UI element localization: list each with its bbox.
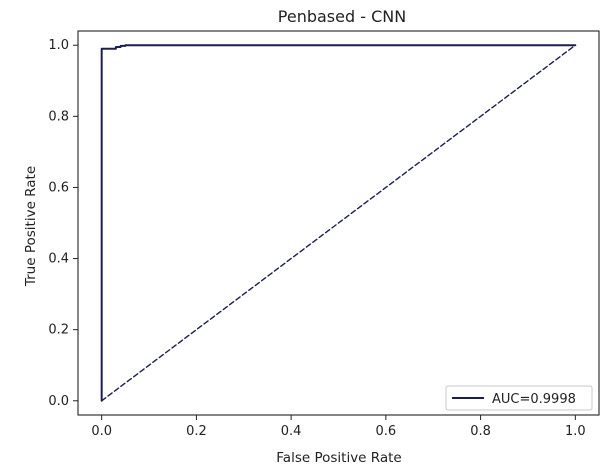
x-tick-label: 0.6 bbox=[376, 424, 397, 439]
legend-label: AUC=0.9998 bbox=[492, 392, 576, 407]
x-axis: 0.0 0.2 0.4 0.6 0.8 1.0 bbox=[91, 415, 586, 439]
y-tick-label: 1.0 bbox=[48, 38, 69, 53]
chart-title: Penbased - CNN bbox=[278, 7, 406, 26]
y-axis-label: True Positive Rate bbox=[23, 166, 39, 287]
legend: AUC=0.9998 bbox=[445, 385, 593, 411]
x-axis-label: False Positive Rate bbox=[276, 450, 401, 466]
y-tick-label: 0.2 bbox=[48, 323, 69, 338]
y-tick-label: 0.6 bbox=[48, 180, 69, 195]
legend-box bbox=[445, 385, 593, 411]
roc-curve bbox=[100, 44, 577, 402]
diagonal-reference-line bbox=[100, 44, 577, 402]
x-tick-label: 0.8 bbox=[470, 424, 491, 439]
x-tick-label: 0.0 bbox=[91, 424, 112, 439]
plot-frame bbox=[77, 30, 600, 416]
x-tick-label: 0.2 bbox=[186, 424, 207, 439]
y-tick-label: 0.0 bbox=[48, 394, 69, 409]
y-axis: 0.0 0.2 0.4 0.6 0.8 1.0 bbox=[48, 38, 78, 409]
y-tick-label: 0.4 bbox=[48, 252, 69, 267]
x-tick-label: 1.0 bbox=[565, 424, 586, 439]
x-tick-label: 0.4 bbox=[281, 424, 302, 439]
y-tick-label: 0.8 bbox=[48, 109, 69, 124]
series-layer bbox=[100, 44, 577, 402]
